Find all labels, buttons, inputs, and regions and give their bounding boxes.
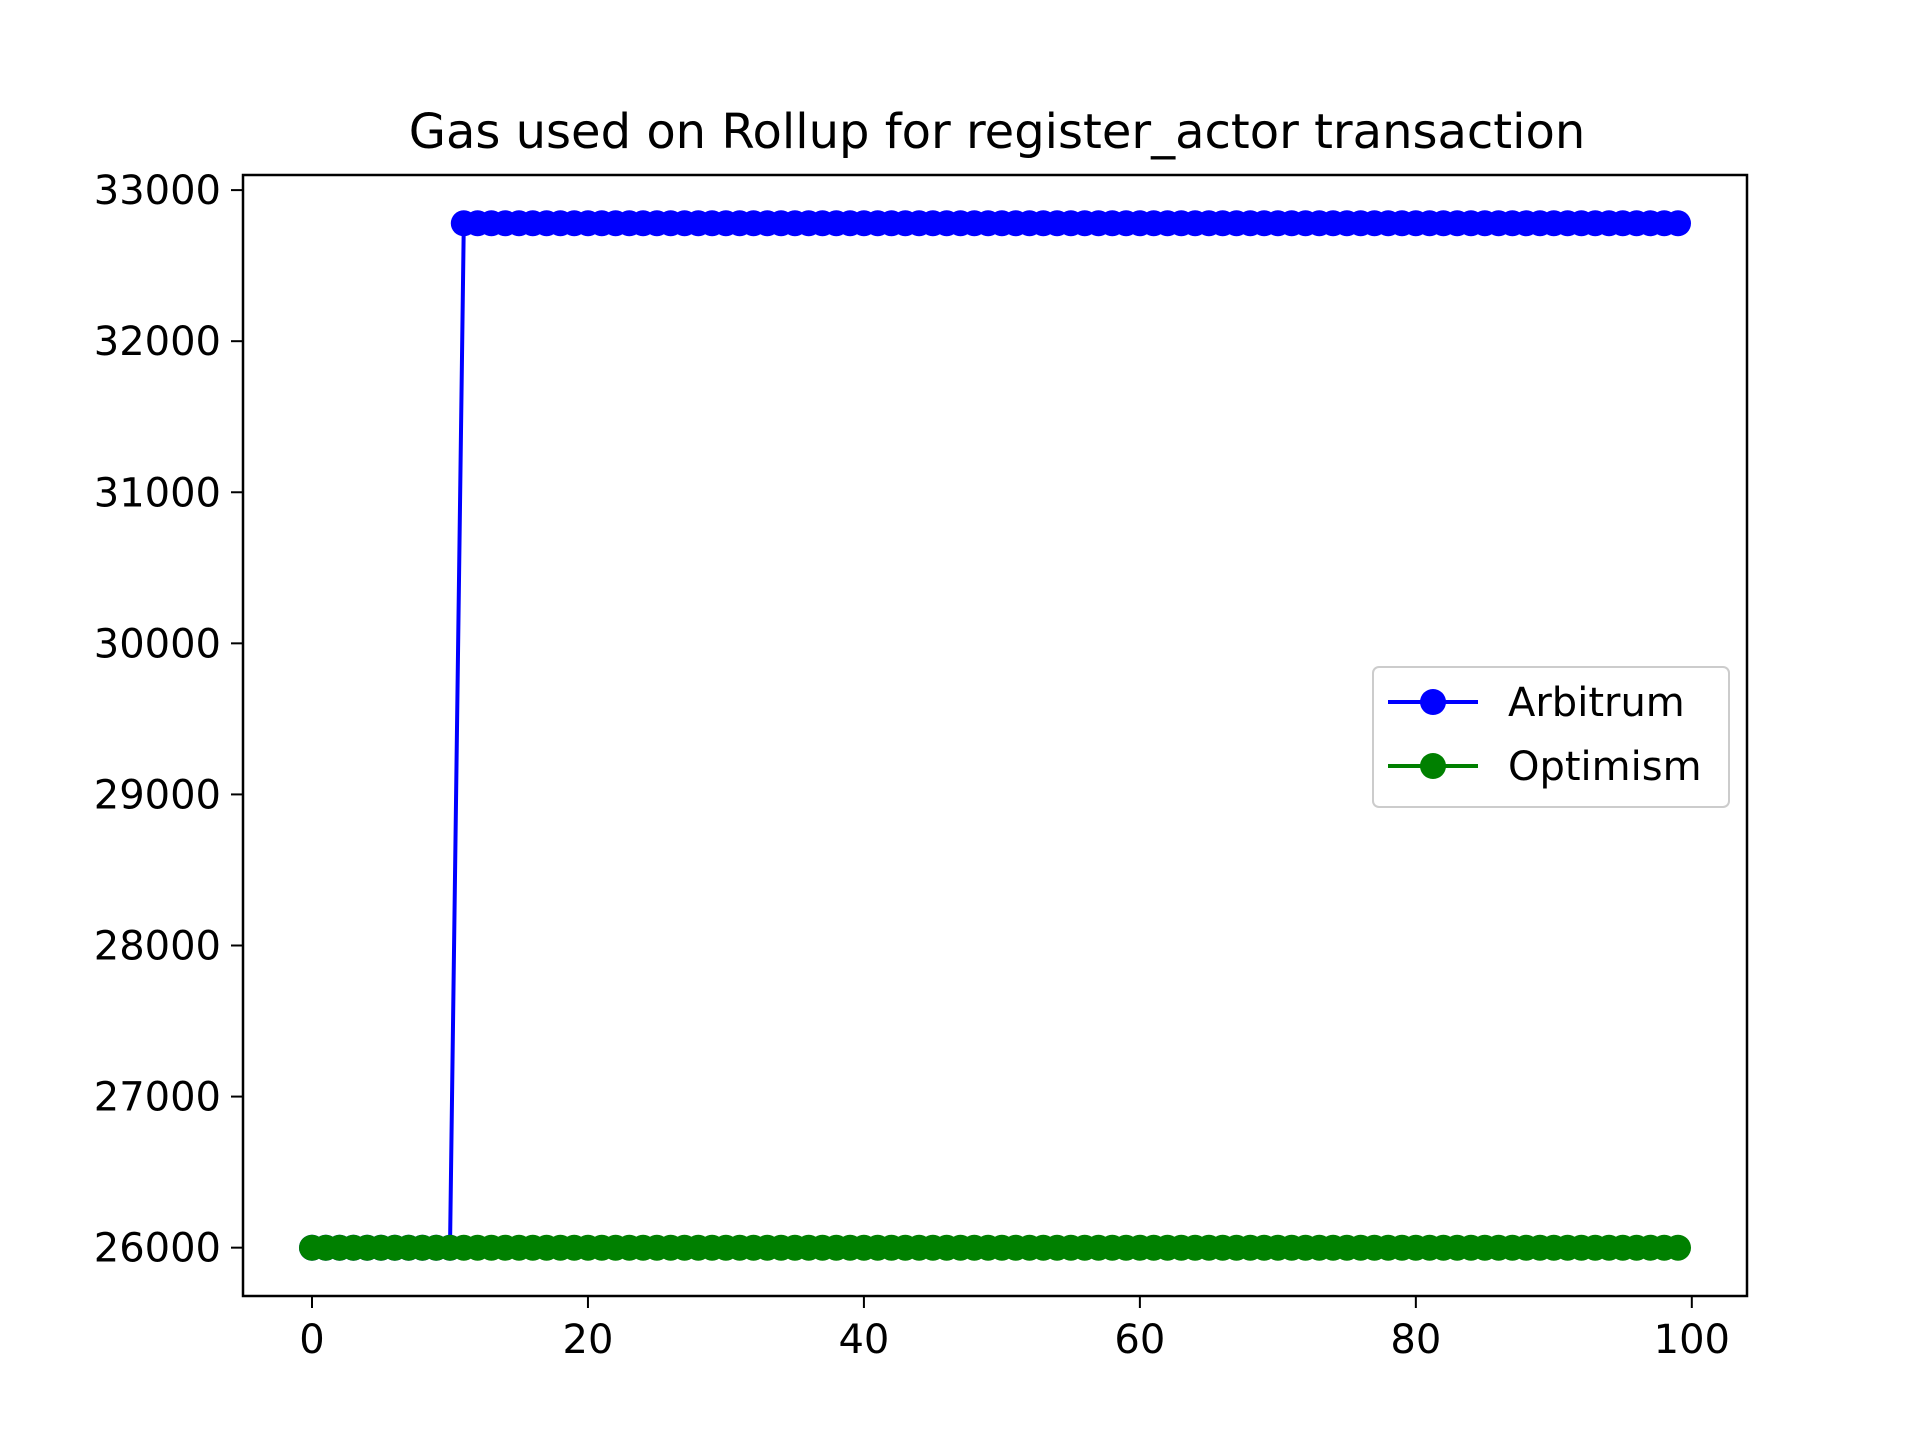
y-tick-label: 29000 <box>94 772 221 818</box>
legend-marker <box>1420 689 1446 715</box>
x-tick-label: 100 <box>1654 1317 1730 1363</box>
y-axis: 26000 27000 28000 29000 30000 31000 32000 33000 <box>94 168 243 1272</box>
x-tick-label: 60 <box>1114 1317 1165 1363</box>
data-point <box>1665 210 1691 237</box>
legend: Arbitrum Optimism <box>1372 666 1730 808</box>
legend-marker <box>1420 753 1446 779</box>
y-tick-label: 32000 <box>94 319 221 365</box>
y-tick-label: 26000 <box>94 1226 221 1272</box>
x-tick-label: 20 <box>563 1317 614 1363</box>
x-axis: 0 20 40 60 80 100 <box>299 1296 1730 1363</box>
legend-label-arbitrum: Arbitrum <box>1508 680 1685 726</box>
x-tick-label: 0 <box>299 1317 324 1363</box>
y-tick-label: 30000 <box>94 621 221 667</box>
legend-label-optimism: Optimism <box>1508 744 1702 790</box>
y-tick-label: 28000 <box>94 923 221 969</box>
y-tick-label: 33000 <box>94 168 221 214</box>
y-tick-label: 27000 <box>94 1075 221 1121</box>
data-point <box>1665 1234 1691 1261</box>
y-tick-label: 31000 <box>94 470 221 516</box>
series-markers-optimism <box>299 1234 1691 1261</box>
plot-frame <box>241 173 1749 1298</box>
x-tick-label: 80 <box>1390 1317 1441 1363</box>
chart-title: Gas used on Rollup for register_actor tr… <box>409 104 1586 160</box>
plot-area <box>299 210 1691 1261</box>
x-tick-label: 40 <box>838 1317 889 1363</box>
